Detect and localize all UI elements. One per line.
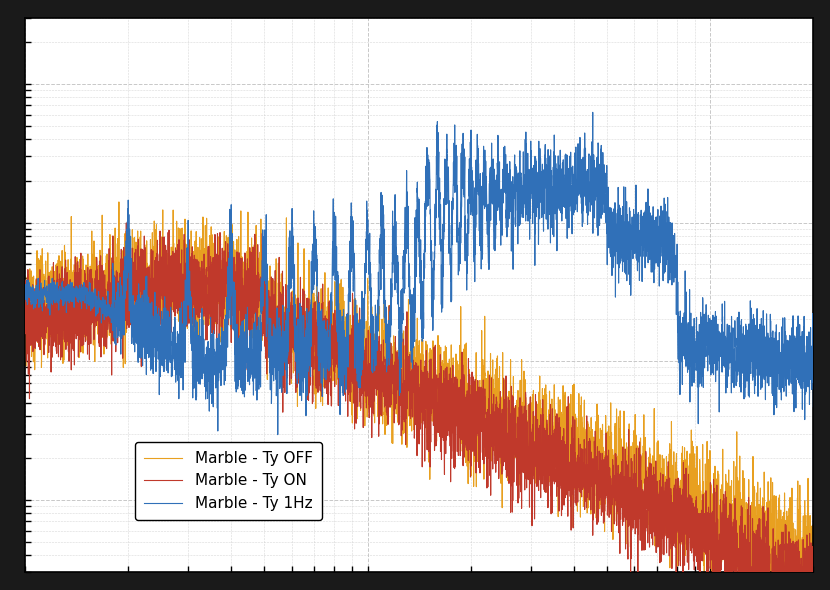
Marble - Ty ON [20, 323, 30, 330]
Marble - Ty ON [808, 575, 818, 582]
Marble - Ty OFF [114, 198, 124, 205]
Line: Marble - Ty 1Hz: Marble - Ty 1Hz [25, 112, 813, 435]
Marble - Ty ON [608, 462, 618, 469]
Marble - Ty OFF [808, 586, 818, 590]
Marble - Ty 1Hz [273, 431, 283, 438]
Marble - Ty 1Hz [164, 369, 173, 376]
Marble - Ty ON [321, 315, 331, 322]
Marble - Ty 1Hz [588, 109, 598, 116]
Marble - Ty ON [533, 448, 543, 455]
Marble - Ty OFF [533, 443, 543, 450]
Legend: Marble - Ty OFF, Marble - Ty ON, Marble - Ty 1Hz: Marble - Ty OFF, Marble - Ty ON, Marble … [135, 442, 322, 520]
Marble - Ty OFF [164, 281, 173, 288]
Marble - Ty ON [121, 219, 131, 227]
Marble - Ty ON [493, 434, 503, 441]
Marble - Ty ON [164, 310, 173, 317]
Marble - Ty 1Hz [533, 194, 543, 201]
Line: Marble - Ty ON: Marble - Ty ON [25, 223, 813, 590]
Marble - Ty OFF [668, 495, 678, 502]
Marble - Ty 1Hz [20, 289, 30, 296]
Line: Marble - Ty OFF: Marble - Ty OFF [25, 202, 813, 590]
Marble - Ty OFF [20, 287, 30, 294]
Marble - Ty ON [668, 542, 678, 549]
Marble - Ty OFF [321, 322, 331, 329]
Marble - Ty 1Hz [608, 213, 618, 220]
Marble - Ty 1Hz [493, 132, 503, 139]
Marble - Ty 1Hz [808, 403, 818, 410]
Marble - Ty OFF [493, 425, 503, 432]
Marble - Ty 1Hz [668, 232, 678, 239]
Marble - Ty OFF [608, 487, 618, 494]
Marble - Ty 1Hz [321, 342, 331, 349]
